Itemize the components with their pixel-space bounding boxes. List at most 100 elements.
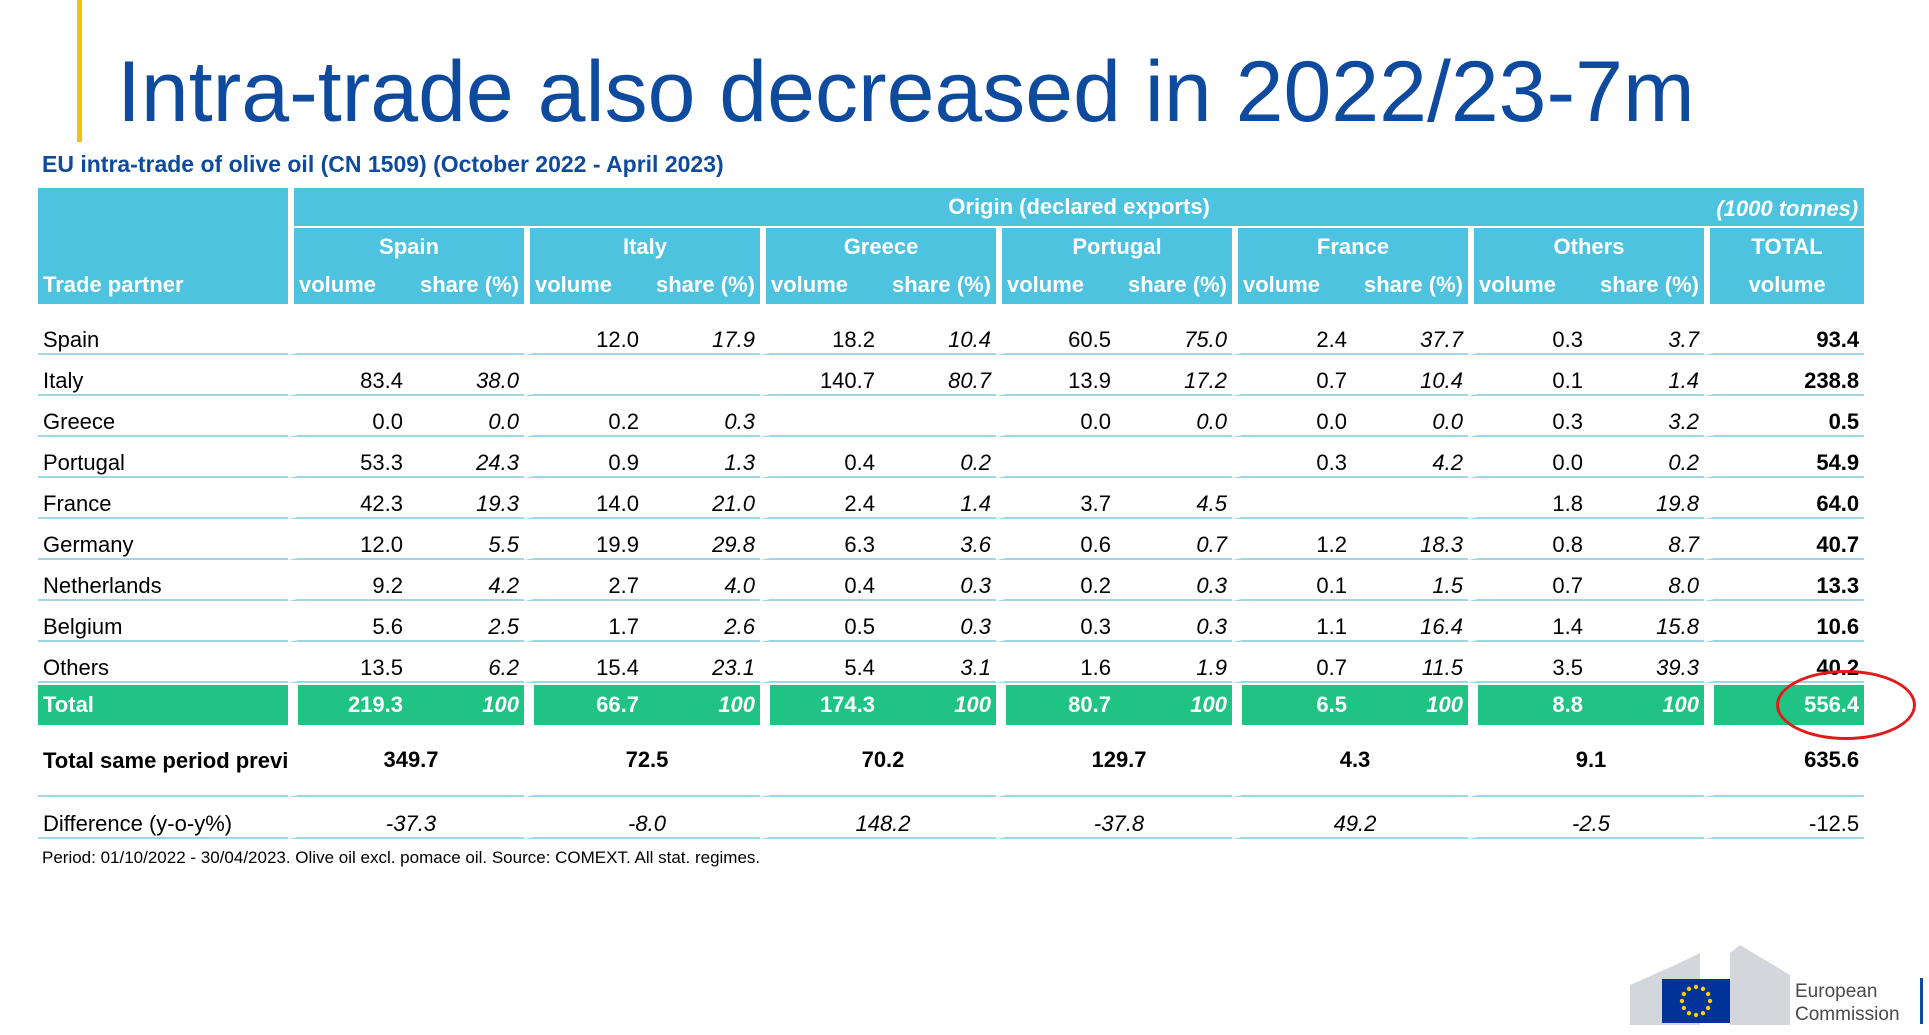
volume-cell: 0.7: [1232, 642, 1352, 683]
volume-cell: 3.7: [996, 478, 1116, 519]
total-share-cell: 100: [1352, 683, 1468, 725]
total-volume-cell: 66.7: [524, 683, 644, 725]
total-volume-cell: 219.3: [288, 683, 408, 725]
volume-cell: 83.4: [288, 355, 408, 396]
share-cell: 0.3: [880, 601, 996, 642]
total-volume-cell: 10.6: [1704, 601, 1865, 642]
share-cell: 2.6: [644, 601, 760, 642]
volume-header: volume: [288, 266, 408, 304]
volume-cell: 0.7: [1468, 560, 1588, 601]
volume-cell: 0.8: [1468, 519, 1588, 560]
volume-cell: 0.0: [996, 396, 1116, 437]
share-cell: [408, 314, 524, 355]
volume-cell: 18.2: [760, 314, 880, 355]
table-title: EU intra-trade of olive oil (CN 1509) (O…: [42, 151, 724, 177]
row-label: France: [38, 478, 288, 519]
share-cell: 3.7: [1588, 314, 1704, 355]
share-cell: [1352, 478, 1468, 519]
difference-cell: -37.3: [288, 797, 524, 839]
share-header: share (%): [408, 266, 524, 304]
volume-cell: 9.2: [288, 560, 408, 601]
volume-cell: 1.7: [524, 601, 644, 642]
share-cell: 39.3: [1588, 642, 1704, 683]
table-row: Netherlands 9.2 4.2 2.7 4.0 0.4 0.3 0.2 0.3 0.1 1.…: [38, 560, 1865, 601]
volume-cell: 0.0: [1468, 437, 1588, 478]
table-row: Belgium 5.6 2.5 1.7 2.6 0.5 0.3 0.3 0.3 1.1 16.4 1.…: [38, 601, 1865, 642]
volume-cell: 12.0: [288, 519, 408, 560]
share-header: share (%): [1352, 266, 1468, 304]
share-cell: 15.8: [1588, 601, 1704, 642]
share-header: share (%): [1116, 266, 1232, 304]
row-label: Italy: [38, 355, 288, 396]
units-label: (1000 tonnes): [1716, 196, 1859, 221]
row-label: Greece: [38, 396, 288, 437]
logo-divider: [1920, 978, 1923, 1024]
volume-cell: 15.4: [524, 642, 644, 683]
origin-italy-header: Italy: [524, 226, 760, 266]
volume-cell: 53.3: [288, 437, 408, 478]
total-share-cell: 100: [1588, 683, 1704, 725]
eu-star: [1705, 1005, 1711, 1011]
share-cell: 4.2: [1352, 437, 1468, 478]
share-cell: 0.2: [1588, 437, 1704, 478]
footnote: Period: 01/10/2022 - 30/04/2023. Olive o…: [42, 848, 761, 867]
eu-star: [1679, 998, 1685, 1004]
volume-cell: 0.3: [1232, 437, 1352, 478]
eu-star: [1705, 991, 1711, 997]
volume-cell: [760, 396, 880, 437]
total-volume-cell: 40.7: [1704, 519, 1865, 560]
volume-header: volume: [996, 266, 1116, 304]
volume-cell: 0.2: [524, 396, 644, 437]
total-volume-cell: 6.5: [1232, 683, 1352, 725]
previous-campaign-label: Total same period previous campaign: [38, 725, 288, 797]
share-cell: 0.3: [1116, 601, 1232, 642]
eu-star: [1681, 991, 1687, 997]
difference-label: Difference (y-o-y%): [38, 797, 288, 839]
share-cell: 3.1: [880, 642, 996, 683]
share-cell: 38.0: [408, 355, 524, 396]
difference-cell: 49.2: [1232, 797, 1468, 839]
table-row: Others 13.5 6.2 15.4 23.1 5.4 3.1 1.6 1.9 0.7 11.5…: [38, 642, 1865, 683]
share-cell: 75.0: [1116, 314, 1232, 355]
volume-cell: 0.0: [1232, 396, 1352, 437]
total-volume-header: volume: [1704, 266, 1865, 304]
volume-cell: 5.4: [760, 642, 880, 683]
total-share-cell: 100: [408, 683, 524, 725]
share-cell: 18.3: [1352, 519, 1468, 560]
volume-cell: 3.5: [1468, 642, 1588, 683]
eu-star: [1681, 1005, 1687, 1011]
share-header: share (%): [644, 266, 760, 304]
title-accent-bar: [77, 0, 82, 142]
row-label: Belgium: [38, 601, 288, 642]
origin-greece-header: Greece: [760, 226, 996, 266]
row-label: Portugal: [38, 437, 288, 478]
share-cell: 8.7: [1588, 519, 1704, 560]
volume-cell: 0.9: [524, 437, 644, 478]
share-cell: 6.2: [408, 642, 524, 683]
volume-cell: 1.2: [1232, 519, 1352, 560]
trade-partner-header: Trade partner: [38, 188, 288, 304]
total-volume-cell: 80.7: [996, 683, 1116, 725]
share-cell: 0.0: [1352, 396, 1468, 437]
eu-star: [1693, 1012, 1699, 1018]
share-cell: 11.5: [1352, 642, 1468, 683]
total-volume-cell: 13.3: [1704, 560, 1865, 601]
origin-header: Origin (declared exports) (1000 tonnes): [288, 188, 1865, 226]
difference-cell: -8.0: [524, 797, 760, 839]
volume-header: volume: [1232, 266, 1352, 304]
share-cell: 16.4: [1352, 601, 1468, 642]
origin-others-header: Others: [1468, 226, 1704, 266]
share-cell: [1116, 437, 1232, 478]
share-cell: 0.0: [1116, 396, 1232, 437]
share-cell: 17.2: [1116, 355, 1232, 396]
share-cell: 19.8: [1588, 478, 1704, 519]
share-cell: 0.3: [880, 560, 996, 601]
total-volume-cell: 238.8: [1704, 355, 1865, 396]
volume-cell: 140.7: [760, 355, 880, 396]
row-label: Spain: [38, 314, 288, 355]
eu-star: [1686, 986, 1692, 992]
volume-cell: 0.3: [1468, 396, 1588, 437]
share-cell: 0.2: [880, 437, 996, 478]
row-label: Netherlands: [38, 560, 288, 601]
total-volume-cell: 54.9: [1704, 437, 1865, 478]
